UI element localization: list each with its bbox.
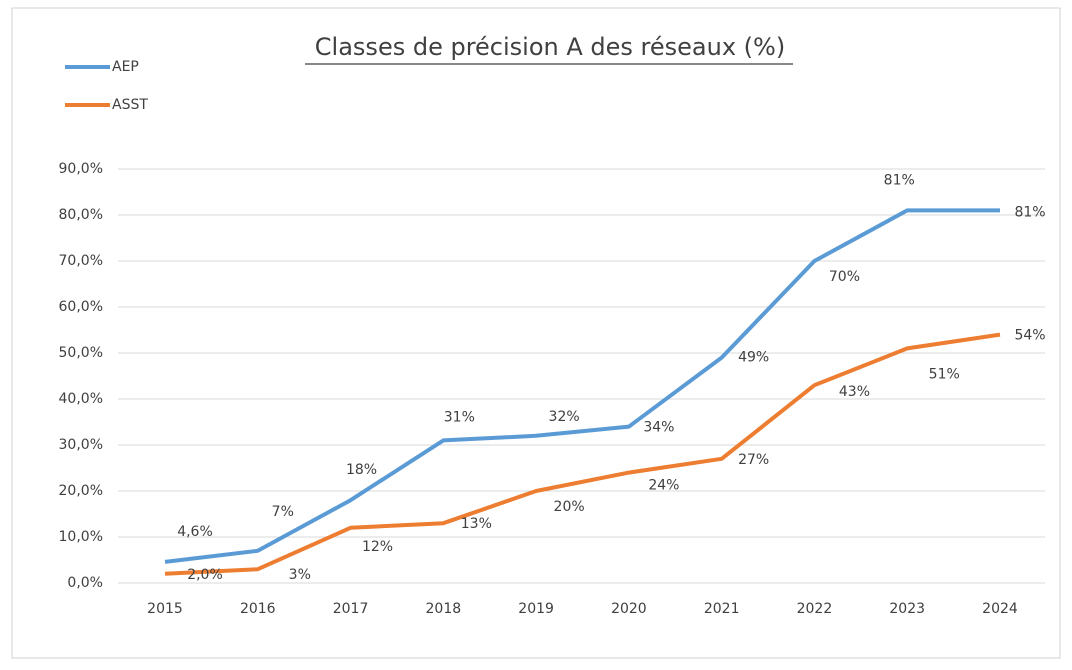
data-label: 2,0% xyxy=(187,567,223,583)
data-label: 24% xyxy=(648,478,679,494)
data-label: 49% xyxy=(738,350,769,366)
y-tick-label: 30,0% xyxy=(59,437,103,453)
y-tick-label: 50,0% xyxy=(59,345,103,361)
data-label: 13% xyxy=(461,516,492,532)
x-tick-label: 2017 xyxy=(333,601,369,617)
x-tick-label: 2015 xyxy=(147,601,183,617)
x-tick-label: 2022 xyxy=(797,601,833,617)
legend-label: AEP xyxy=(112,59,139,75)
y-tick-label: 80,0% xyxy=(59,207,103,223)
x-tick-label: 2018 xyxy=(426,601,462,617)
y-tick-label: 20,0% xyxy=(59,483,103,499)
data-label: 4,6% xyxy=(177,524,213,540)
y-tick-label: 70,0% xyxy=(59,253,103,269)
data-label: 43% xyxy=(839,384,870,400)
x-tick-label: 2021 xyxy=(704,601,740,617)
y-tick-label: 40,0% xyxy=(59,391,103,407)
data-label: 20% xyxy=(554,499,585,515)
x-tick-label: 2019 xyxy=(518,601,554,617)
data-label: 7% xyxy=(272,504,294,520)
data-label: 81% xyxy=(884,172,915,188)
data-label: 81% xyxy=(1014,204,1045,220)
x-tick-label: 2023 xyxy=(889,601,925,617)
data-label: 3% xyxy=(289,567,311,583)
series-line xyxy=(164,332,1001,576)
data-label: 54% xyxy=(1014,328,1045,344)
data-label: 32% xyxy=(549,409,580,425)
data-label: 70% xyxy=(829,269,860,285)
data-label: 12% xyxy=(362,539,393,555)
y-tick-label: 0,0% xyxy=(67,575,103,591)
data-label: 34% xyxy=(643,420,674,436)
data-label: 31% xyxy=(444,409,475,425)
y-tick-label: 60,0% xyxy=(59,299,103,315)
x-tick-label: 2016 xyxy=(240,601,276,617)
data-label: 51% xyxy=(929,366,960,382)
x-tick-label: 2020 xyxy=(611,601,647,617)
series-line xyxy=(164,208,1000,564)
data-label: 27% xyxy=(738,452,769,468)
y-tick-label: 90,0% xyxy=(59,161,103,177)
y-tick-label: 10,0% xyxy=(59,529,103,545)
data-label: 18% xyxy=(346,462,377,478)
x-tick-label: 2024 xyxy=(982,601,1018,617)
legend-label: ASST xyxy=(112,97,148,113)
chart-frame xyxy=(11,7,1061,659)
chart-title: Classes de précision A des réseaux (%) xyxy=(315,33,785,61)
